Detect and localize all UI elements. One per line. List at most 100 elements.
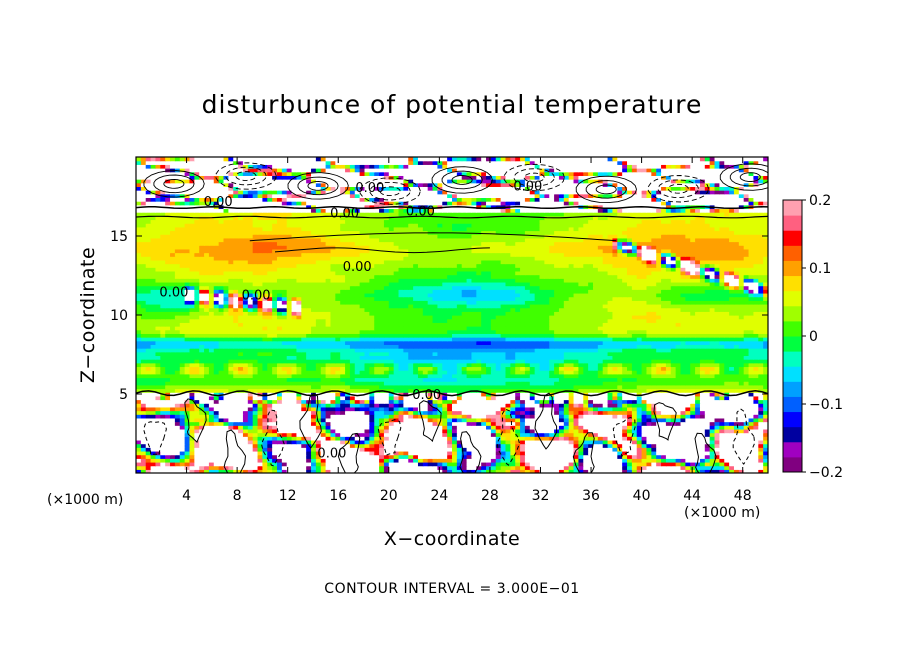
heatmap-cell — [583, 355, 589, 360]
heatmap-cell — [247, 348, 254, 353]
heatmap-cell — [622, 447, 628, 452]
heatmap-cell — [738, 373, 745, 379]
heatmap-cell — [306, 436, 312, 441]
heatmap-cell — [315, 366, 322, 371]
heatmap-cell — [520, 399, 526, 404]
heatmap-cell — [695, 461, 701, 467]
heatmap-cell — [325, 447, 332, 452]
heatmap-cell — [539, 403, 545, 408]
heatmap-cell — [704, 458, 711, 463]
heatmap-cell — [554, 403, 560, 408]
heatmap-cell — [257, 399, 263, 404]
heatmap-cell — [461, 469, 468, 473]
heatmap-cell — [524, 439, 531, 445]
heatmap-cell — [349, 447, 356, 452]
heatmap-cell — [306, 377, 312, 382]
heatmap-cell — [262, 414, 268, 419]
heatmap-cell — [257, 425, 263, 430]
heatmap-cell — [369, 410, 375, 415]
heatmap-cell — [330, 362, 336, 368]
heatmap-cell — [763, 370, 768, 375]
heatmap-cell — [315, 450, 322, 456]
heatmap-cell — [218, 414, 225, 419]
heatmap-cell — [252, 362, 259, 368]
heatmap-cell — [699, 461, 706, 467]
heatmap-cell — [325, 443, 332, 448]
heatmap-cell — [136, 362, 142, 368]
heatmap-cell — [583, 428, 589, 434]
heatmap-cell — [427, 432, 434, 437]
heatmap-cell — [320, 454, 327, 459]
heatmap-cell — [602, 381, 609, 386]
heatmap-cell — [592, 359, 599, 364]
heatmap-cell — [296, 414, 302, 419]
heatmap-cell — [136, 333, 142, 338]
heatmap-cell — [539, 410, 545, 415]
heatmap-cell — [204, 443, 210, 448]
heatmap-cell — [685, 340, 691, 345]
heatmap-cell — [568, 432, 575, 437]
heatmap-cell — [758, 465, 764, 470]
heatmap-cell — [311, 465, 317, 470]
heatmap-cell — [558, 373, 565, 379]
heatmap-cell — [315, 329, 322, 334]
heatmap-cell — [495, 410, 502, 415]
heatmap-cell — [242, 340, 249, 345]
heatmap-cell — [199, 406, 205, 412]
heatmap-cell — [612, 333, 618, 338]
heatmap-cell — [675, 340, 682, 345]
heatmap-cell — [588, 428, 594, 434]
heatmap-cell — [359, 436, 366, 441]
heatmap-cell — [699, 414, 706, 419]
heatmap-cell — [665, 366, 672, 371]
heatmap-cell — [558, 395, 565, 401]
heatmap-cell — [325, 392, 332, 397]
heatmap-cell — [617, 381, 623, 386]
heatmap-cell — [447, 414, 453, 419]
heatmap-cell — [213, 469, 220, 473]
heatmap-cell — [359, 384, 366, 390]
heatmap-cell — [704, 454, 711, 459]
heatmap-cell — [442, 432, 448, 437]
heatmap-cell — [349, 377, 356, 382]
heatmap-cell — [427, 414, 434, 419]
heatmap-cell — [252, 458, 259, 463]
heatmap-cell — [447, 403, 453, 408]
heatmap-cell — [529, 406, 536, 412]
heatmap-cell — [456, 443, 463, 448]
heatmap-cell — [476, 399, 482, 404]
heatmap-cell — [486, 388, 492, 393]
heatmap-cell — [403, 417, 409, 423]
heatmap-cell — [242, 333, 249, 338]
heatmap-cell — [179, 439, 186, 445]
heatmap-cell — [136, 355, 142, 360]
heatmap-cell — [738, 340, 745, 345]
heatmap-cell — [262, 359, 268, 364]
heatmap-cell — [646, 351, 652, 357]
heatmap-cell — [651, 381, 657, 386]
heatmap-cell — [646, 417, 652, 423]
heatmap-cell — [136, 428, 142, 434]
heatmap-cell — [311, 370, 317, 375]
heatmap-cell — [447, 432, 453, 437]
heatmap-cell — [524, 465, 531, 470]
heatmap-cell — [447, 417, 453, 423]
heatmap-cell — [393, 333, 400, 338]
heatmap-cell — [452, 366, 458, 371]
heatmap-cell — [320, 348, 327, 353]
heatmap-cell — [286, 333, 293, 338]
heatmap-cell — [534, 406, 541, 412]
heatmap-cell — [223, 432, 229, 437]
heatmap-cell — [437, 447, 443, 452]
heatmap-cell — [738, 454, 745, 459]
heatmap-cell — [733, 373, 740, 379]
heatmap-cell — [476, 351, 482, 357]
heatmap-cell — [471, 447, 477, 452]
heatmap-cell — [520, 450, 526, 456]
heatmap-cell — [218, 377, 225, 382]
heatmap-cell — [447, 439, 453, 445]
heatmap-cell — [170, 370, 176, 375]
heatmap-cell — [413, 395, 419, 401]
heatmap-cell — [529, 366, 536, 371]
heatmap-cell — [306, 366, 312, 371]
